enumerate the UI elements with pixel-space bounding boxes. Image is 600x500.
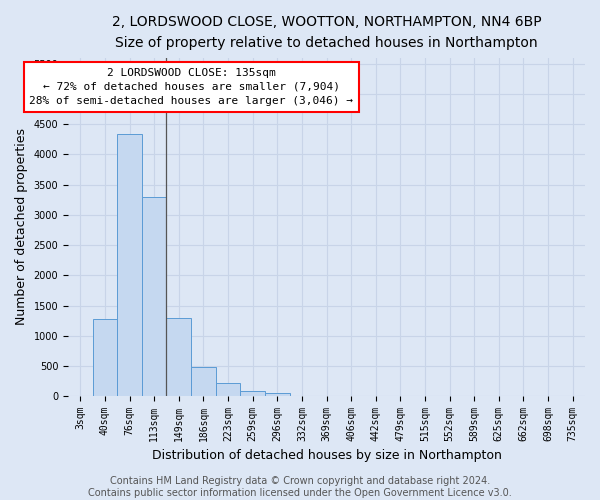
Bar <box>216 383 241 396</box>
Text: Contains HM Land Registry data © Crown copyright and database right 2024.
Contai: Contains HM Land Registry data © Crown c… <box>88 476 512 498</box>
Bar <box>92 320 117 396</box>
Bar <box>191 366 216 396</box>
Bar <box>142 196 166 396</box>
Bar <box>265 392 290 396</box>
Bar <box>241 391 265 396</box>
Bar <box>117 134 142 396</box>
Y-axis label: Number of detached properties: Number of detached properties <box>15 128 28 326</box>
Title: 2, LORDSWOOD CLOSE, WOOTTON, NORTHAMPTON, NN4 6BP
Size of property relative to d: 2, LORDSWOOD CLOSE, WOOTTON, NORTHAMPTON… <box>112 15 541 50</box>
X-axis label: Distribution of detached houses by size in Northampton: Distribution of detached houses by size … <box>152 450 502 462</box>
Text: 2 LORDSWOOD CLOSE: 135sqm
← 72% of detached houses are smaller (7,904)
28% of se: 2 LORDSWOOD CLOSE: 135sqm ← 72% of detac… <box>29 68 353 106</box>
Bar <box>166 318 191 396</box>
